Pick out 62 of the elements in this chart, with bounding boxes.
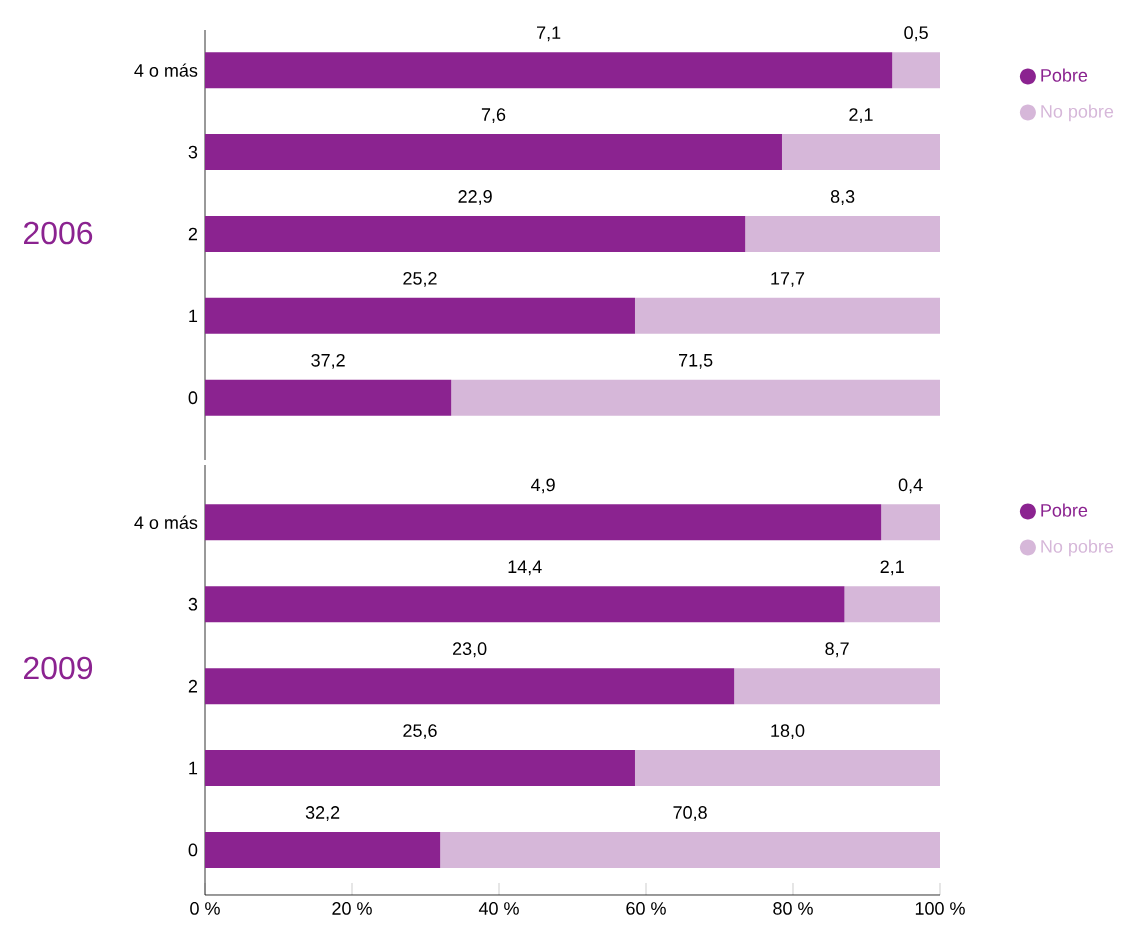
bar xyxy=(881,504,940,541)
x-tick-label: 100 % xyxy=(915,902,965,915)
annotation: 37,2 xyxy=(311,353,345,369)
y-tick-label: 1 xyxy=(189,761,198,775)
annotation: 23,0 xyxy=(452,642,487,658)
annotation: 7,6 xyxy=(481,108,506,124)
y-tick-label: 0 xyxy=(188,843,198,857)
y-tick-label: 2 xyxy=(188,227,198,241)
bar xyxy=(745,215,940,252)
y-tick-label: 4 o más xyxy=(134,515,198,530)
annotation: 8,7 xyxy=(825,642,849,658)
x-tick-label: 0 % xyxy=(190,902,220,915)
x-tick-label: 60 % xyxy=(626,902,666,915)
bar xyxy=(205,297,635,334)
annotation: 70,8 xyxy=(673,806,707,821)
x-tick-label: 20 % xyxy=(332,902,372,915)
y-tick-label: 3 xyxy=(188,145,198,159)
x-tick-label: 80 % xyxy=(773,902,813,915)
text: 2006 xyxy=(24,221,93,245)
annotation: 22,9 xyxy=(458,190,492,205)
y-tick-label: 3 xyxy=(188,597,198,611)
bar xyxy=(205,379,452,416)
annotation: 2,1 xyxy=(880,560,904,576)
annotation: 0,4 xyxy=(898,478,923,494)
bar xyxy=(781,134,940,171)
bar xyxy=(205,504,882,541)
y-tick-label: 0 xyxy=(188,391,198,405)
annotation: 0,5 xyxy=(904,26,928,42)
annotation: 17,7 xyxy=(771,272,805,287)
text: 2009 xyxy=(24,656,93,680)
bar xyxy=(892,52,940,89)
annotation: 7,1 xyxy=(537,26,561,42)
bar xyxy=(205,831,441,868)
bar xyxy=(844,586,940,623)
annotation: 2,1 xyxy=(849,108,873,124)
annotation: 32,2 xyxy=(305,806,340,821)
legend-label: No pobre xyxy=(1041,104,1114,122)
bar xyxy=(205,668,735,705)
annotation: 18,0 xyxy=(771,724,805,740)
y-tick-label: 4 o más xyxy=(134,63,198,77)
bar xyxy=(205,586,845,623)
bar xyxy=(205,134,782,171)
bar xyxy=(451,379,940,416)
annotation: 4,9 xyxy=(531,478,555,494)
y-tick-label: 2 xyxy=(188,679,198,693)
annotation: 14,4 xyxy=(508,560,542,576)
legend-label: Pobre xyxy=(1041,68,1088,82)
bar xyxy=(205,52,893,89)
x-tick-label: 40 % xyxy=(478,902,519,915)
bar xyxy=(734,668,940,705)
bar xyxy=(205,215,746,252)
bar xyxy=(634,750,940,787)
bar xyxy=(634,297,940,334)
legend-label: No pobre xyxy=(1041,539,1114,557)
bar xyxy=(440,831,940,868)
y-tick-label: 1 xyxy=(189,309,198,323)
legend-label: Pobre xyxy=(1041,503,1088,517)
annotation: 8,3 xyxy=(830,190,855,205)
annotation: 25,6 xyxy=(403,724,437,740)
annotation: 71,5 xyxy=(679,354,713,369)
annotation: 25,2 xyxy=(403,271,437,287)
bar xyxy=(205,750,635,787)
